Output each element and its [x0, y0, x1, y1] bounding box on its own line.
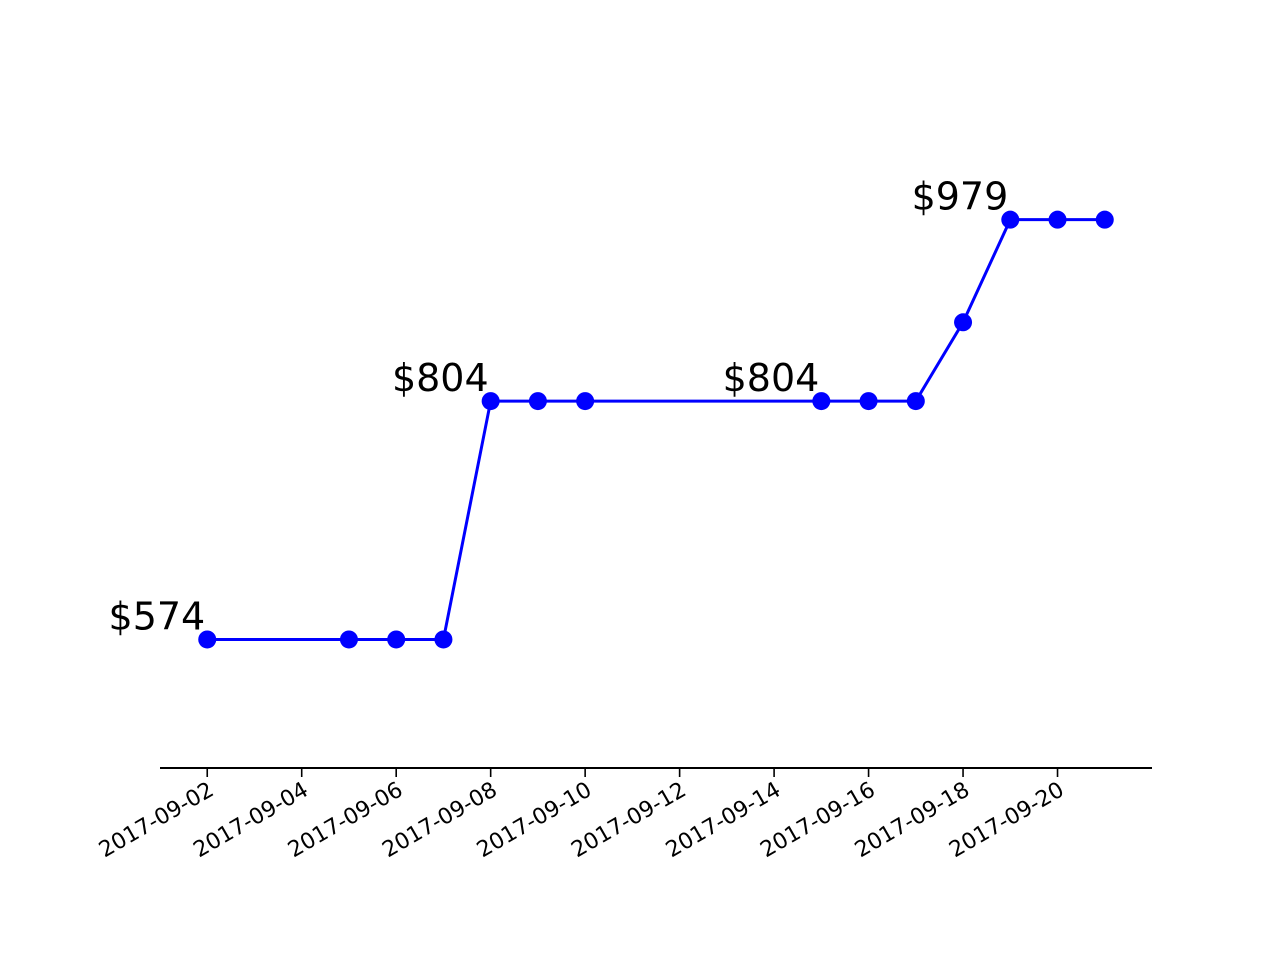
data-point-0	[198, 630, 217, 649]
data-point-1	[339, 630, 358, 649]
data-point-7	[812, 392, 831, 411]
x-axis-ticks: 2017-09-022017-09-042017-09-062017-09-08…	[95, 768, 1069, 863]
data-point-11	[1001, 210, 1020, 229]
data-point-10	[954, 313, 973, 332]
annotation-label-1: $804	[392, 356, 489, 400]
data-point-3	[434, 630, 453, 649]
data-point-2	[387, 630, 406, 649]
data-point-4	[481, 392, 500, 411]
data-point-6	[576, 392, 595, 411]
price-series-points	[198, 210, 1114, 649]
price-series-line	[207, 218, 1105, 641]
annotation-label-2: $804	[723, 356, 820, 400]
data-point-13	[1095, 210, 1114, 229]
data-point-8	[859, 392, 878, 411]
annotation-label-3: $979	[912, 175, 1009, 219]
data-point-5	[528, 392, 547, 411]
price-annotations: $574 $804 $804 $979	[109, 175, 1009, 639]
annotation-label-0: $574	[109, 594, 206, 638]
data-point-12	[1048, 210, 1067, 229]
data-point-9	[906, 392, 925, 411]
